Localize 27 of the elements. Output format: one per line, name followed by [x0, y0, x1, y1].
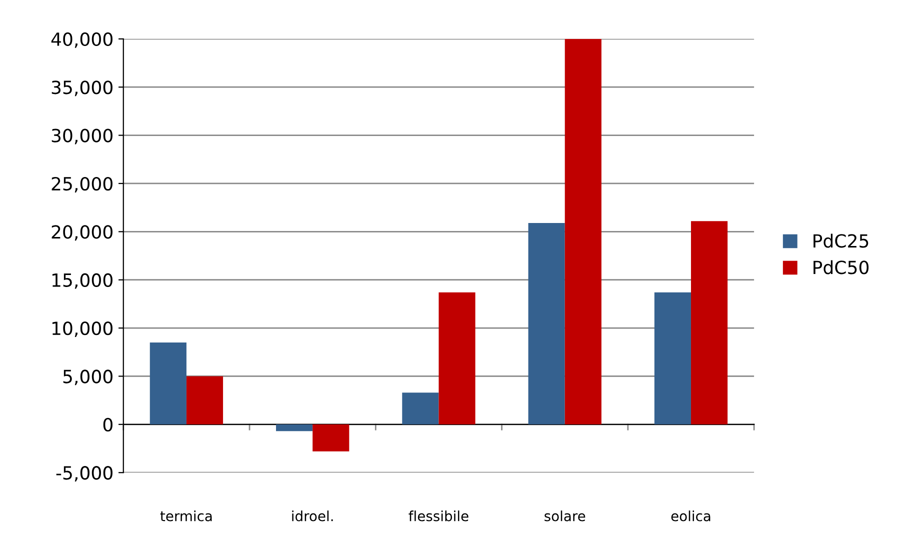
x-tick-label: termica [160, 510, 212, 522]
x-tick-label: idroel. [292, 510, 333, 522]
y-tick-label: 40,000 [51, 32, 112, 48]
bar [312, 424, 350, 452]
x-tick-label: solare [544, 510, 586, 522]
bar [528, 222, 565, 424]
x-tick-label: flessibile [408, 510, 468, 522]
bar [690, 221, 728, 424]
bar [276, 424, 313, 432]
legend-label: PdC25 [814, 234, 868, 248]
bar [564, 38, 602, 424]
bar [654, 292, 691, 424]
legend-label: PdC50 [814, 260, 869, 274]
y-tick-label: 0 [103, 418, 112, 432]
y-tick-label: 20,000 [52, 225, 112, 241]
x-tick-label: eolica [671, 510, 710, 522]
y-tick-label: 15,000 [52, 273, 112, 289]
bar [402, 392, 439, 424]
y-tick-label: -5,000 [56, 466, 112, 482]
y-tick-label: 30,000 [52, 128, 112, 144]
y-tick-label: 5,000 [63, 370, 112, 386]
bar [186, 376, 224, 424]
bar [150, 342, 186, 424]
y-tick-label: 35,000 [52, 80, 112, 96]
bar [438, 292, 476, 424]
y-tick-label: 25,000 [52, 176, 112, 192]
y-tick-label: 10,000 [52, 322, 112, 337]
